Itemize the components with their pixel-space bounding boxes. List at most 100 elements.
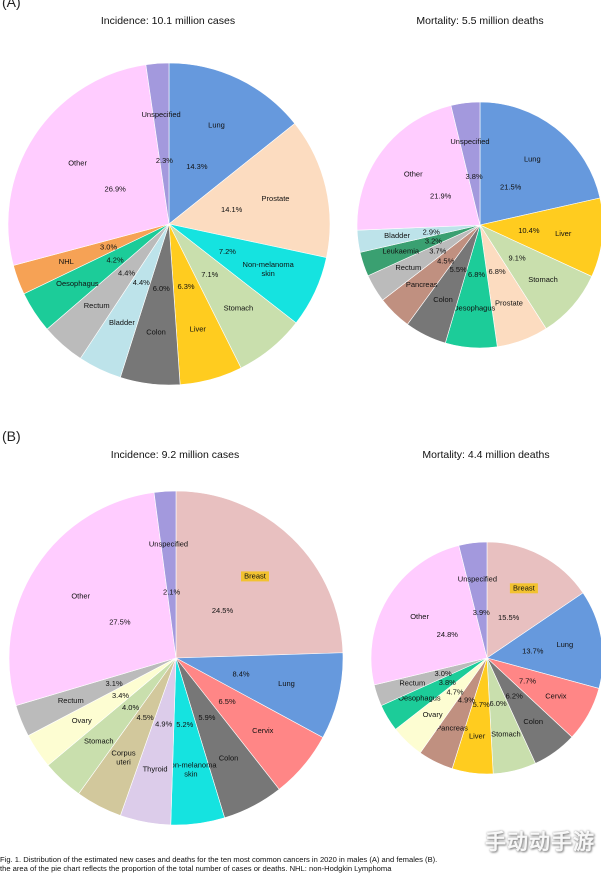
slice-label-prostate: Prostate: [262, 194, 290, 203]
pie-slice-unspecified: [458, 541, 488, 659]
panel-label-b: (B): [2, 428, 21, 444]
pie-slice-lung: [479, 101, 601, 226]
slice-pct-pancreas: 4.9%: [458, 696, 475, 705]
slice-label-ovary: Ovary: [423, 710, 443, 719]
slice-pct-thyroid: 4.9%: [155, 720, 172, 729]
slice-pct-pancreas: 4.5%: [437, 256, 454, 265]
slice-pct-unspecified: 3.9%: [473, 608, 490, 617]
slice-pct-bladder: 2.9%: [423, 228, 440, 237]
slice-label-unspecified: Unspecified: [458, 575, 497, 584]
slice-label-stomach: Stomach: [224, 304, 254, 313]
slice-pct-other: 21.9%: [430, 191, 452, 200]
slice-label-cervix: Cervix: [545, 691, 567, 700]
slice-label-colon: Colon: [433, 295, 453, 304]
pie-chart-3: Breast 24.5% Lung 8.4% Cervix 6.5% Colon 5.9% No…: [8, 490, 344, 826]
slice-label-unspecified: Unspecified: [149, 540, 188, 549]
slice-pct-corpus-uteri: 4.5%: [137, 713, 154, 722]
slice-pct-rectum: 3.0%: [435, 669, 452, 678]
slice-pct-oesophagus: 3.8%: [439, 678, 456, 687]
slice-pct-liver: 6.3%: [177, 282, 194, 291]
pie-slice-unspecified: [145, 62, 170, 225]
slice-label-thyroid: Thyroid: [143, 765, 168, 774]
slice-pct-lung: 21.5%: [500, 183, 522, 192]
slice-pct-stomach: 6.0%: [490, 699, 507, 708]
breast-highlight: [241, 571, 269, 582]
slice-pct-cervix: 6.5%: [219, 697, 236, 706]
slice-label-pancreas: Pancreas: [406, 280, 438, 289]
slice-pct-prostate: 14.1%: [221, 205, 243, 214]
slice-label-stomach: Stomach: [491, 730, 521, 739]
slice-pct-oesophagus: 6.8%: [468, 270, 485, 279]
slice-label-stomach: Stomach: [84, 736, 114, 745]
slice-pct-prostate: 6.8%: [489, 267, 506, 276]
slice-pct-lung: 8.4%: [232, 669, 249, 678]
pie-slice-liver: [479, 197, 601, 277]
slice-label-liver: Liver: [555, 229, 572, 238]
slice-label-bladder: Bladder: [109, 318, 135, 327]
pie-slice-unspecified: [153, 490, 177, 659]
pie-slice-lung: [174, 652, 344, 738]
slice-pct-stomach: 4.0%: [122, 703, 139, 712]
slice-pct-breast: 24.5%: [212, 606, 234, 615]
slice-label-cervix: Cervix: [252, 726, 274, 735]
slice-label-ovary: Ovary: [72, 716, 92, 725]
slice-label-rectum: Rectum: [395, 263, 421, 272]
slice-pct-rectum: 3.1%: [106, 679, 123, 688]
slice-label-oesophagus: Oesophagus: [398, 694, 441, 703]
watermark-logo: 手动动手游: [485, 830, 595, 854]
caption-line-2: the area of the pie chart reflects the p…: [0, 864, 392, 873]
slice-pct-lung: 14.3%: [186, 162, 208, 171]
slice-label-non-melanoma-skin: Non-melanoma skin: [165, 761, 217, 779]
slice-label-non-melanoma-skin: Non-melanoma skin: [243, 260, 295, 278]
slice-pct-stomach: 7.1%: [201, 270, 218, 279]
chart-title-female-mortality: Mortality: 4.4 million deaths: [422, 449, 550, 461]
pie-slice-other: [370, 545, 488, 686]
slice-label-breast: Breast: [244, 571, 267, 580]
slice-pct-bladder: 4.4%: [133, 278, 150, 287]
pie-slice-other: [8, 492, 177, 706]
pie-chart-1: Lung 14.3% Prostate 14.1% Non-melanoma skin 7.…: [7, 62, 331, 386]
slice-label-lung: Lung: [208, 120, 225, 129]
slice-label-rectum: Rectum: [84, 301, 110, 310]
slice-label-breast: Breast: [513, 583, 536, 592]
slice-label-rectum: Rectum: [399, 679, 425, 688]
slice-label-lung: Lung: [278, 679, 295, 688]
pie-slice-breast: [486, 541, 584, 659]
slice-pct-non-melanoma-skin: 7.2%: [219, 247, 236, 256]
pie-slice-prostate: [168, 123, 331, 258]
slice-label-lung: Lung: [556, 640, 573, 649]
slice-label-nhl: NHL: [59, 257, 74, 266]
pie-slice-other: [7, 64, 170, 266]
caption-line-1: Fig. 1. Distribution of the estimated ne…: [0, 855, 438, 864]
slice-pct-ovary: 4.7%: [446, 688, 463, 697]
pie-slice-lung: [486, 592, 601, 689]
slice-label-lung: Lung: [524, 155, 541, 164]
slice-label-leukaemia: Leukaemia: [382, 247, 420, 256]
slice-label-pancreas: Pancreas: [436, 724, 468, 733]
slice-pct-nhl: 3.0%: [100, 242, 117, 251]
chart-title-male-incidence: Incidence: 10.1 million cases: [100, 15, 236, 27]
figure-caption: Fig. 1. Distribution of the estimated ne…: [0, 855, 601, 873]
pie-slice-other: [356, 105, 481, 231]
slice-label-corpus-uteri: Corpus uteri: [111, 749, 135, 767]
slice-label-other: Other: [410, 612, 429, 621]
slice-pct-colon: 5.5%: [450, 265, 467, 274]
slice-pct-colon: 6.2%: [506, 692, 523, 701]
slice-label-other: Other: [404, 170, 423, 179]
slice-pct-stomach: 9.1%: [509, 253, 526, 262]
slice-pct-colon: 6.0%: [153, 284, 170, 293]
slice-label-liver: Liver: [469, 731, 486, 740]
pie-slice-lung: [168, 62, 296, 225]
slice-pct-colon: 5.9%: [198, 713, 215, 722]
slice-pct-cervix: 7.7%: [519, 677, 536, 686]
slice-label-colon: Colon: [219, 754, 239, 763]
slice-pct-non-melanoma-skin: 5.2%: [176, 720, 193, 729]
slice-pct-rectum: 4.4%: [118, 268, 135, 277]
pie-chart-2: Lung 21.5% Liver 10.4% Stomach 9.1% Prostate 6.…: [356, 101, 601, 349]
slice-pct-liver: 5.7%: [473, 700, 490, 709]
slice-label-rectum: Rectum: [58, 696, 84, 705]
slice-pct-rectum: 3.7%: [429, 246, 446, 255]
slice-pct-lung: 13.7%: [522, 646, 544, 655]
slice-label-oesophagus: Oesophagus: [56, 279, 99, 288]
